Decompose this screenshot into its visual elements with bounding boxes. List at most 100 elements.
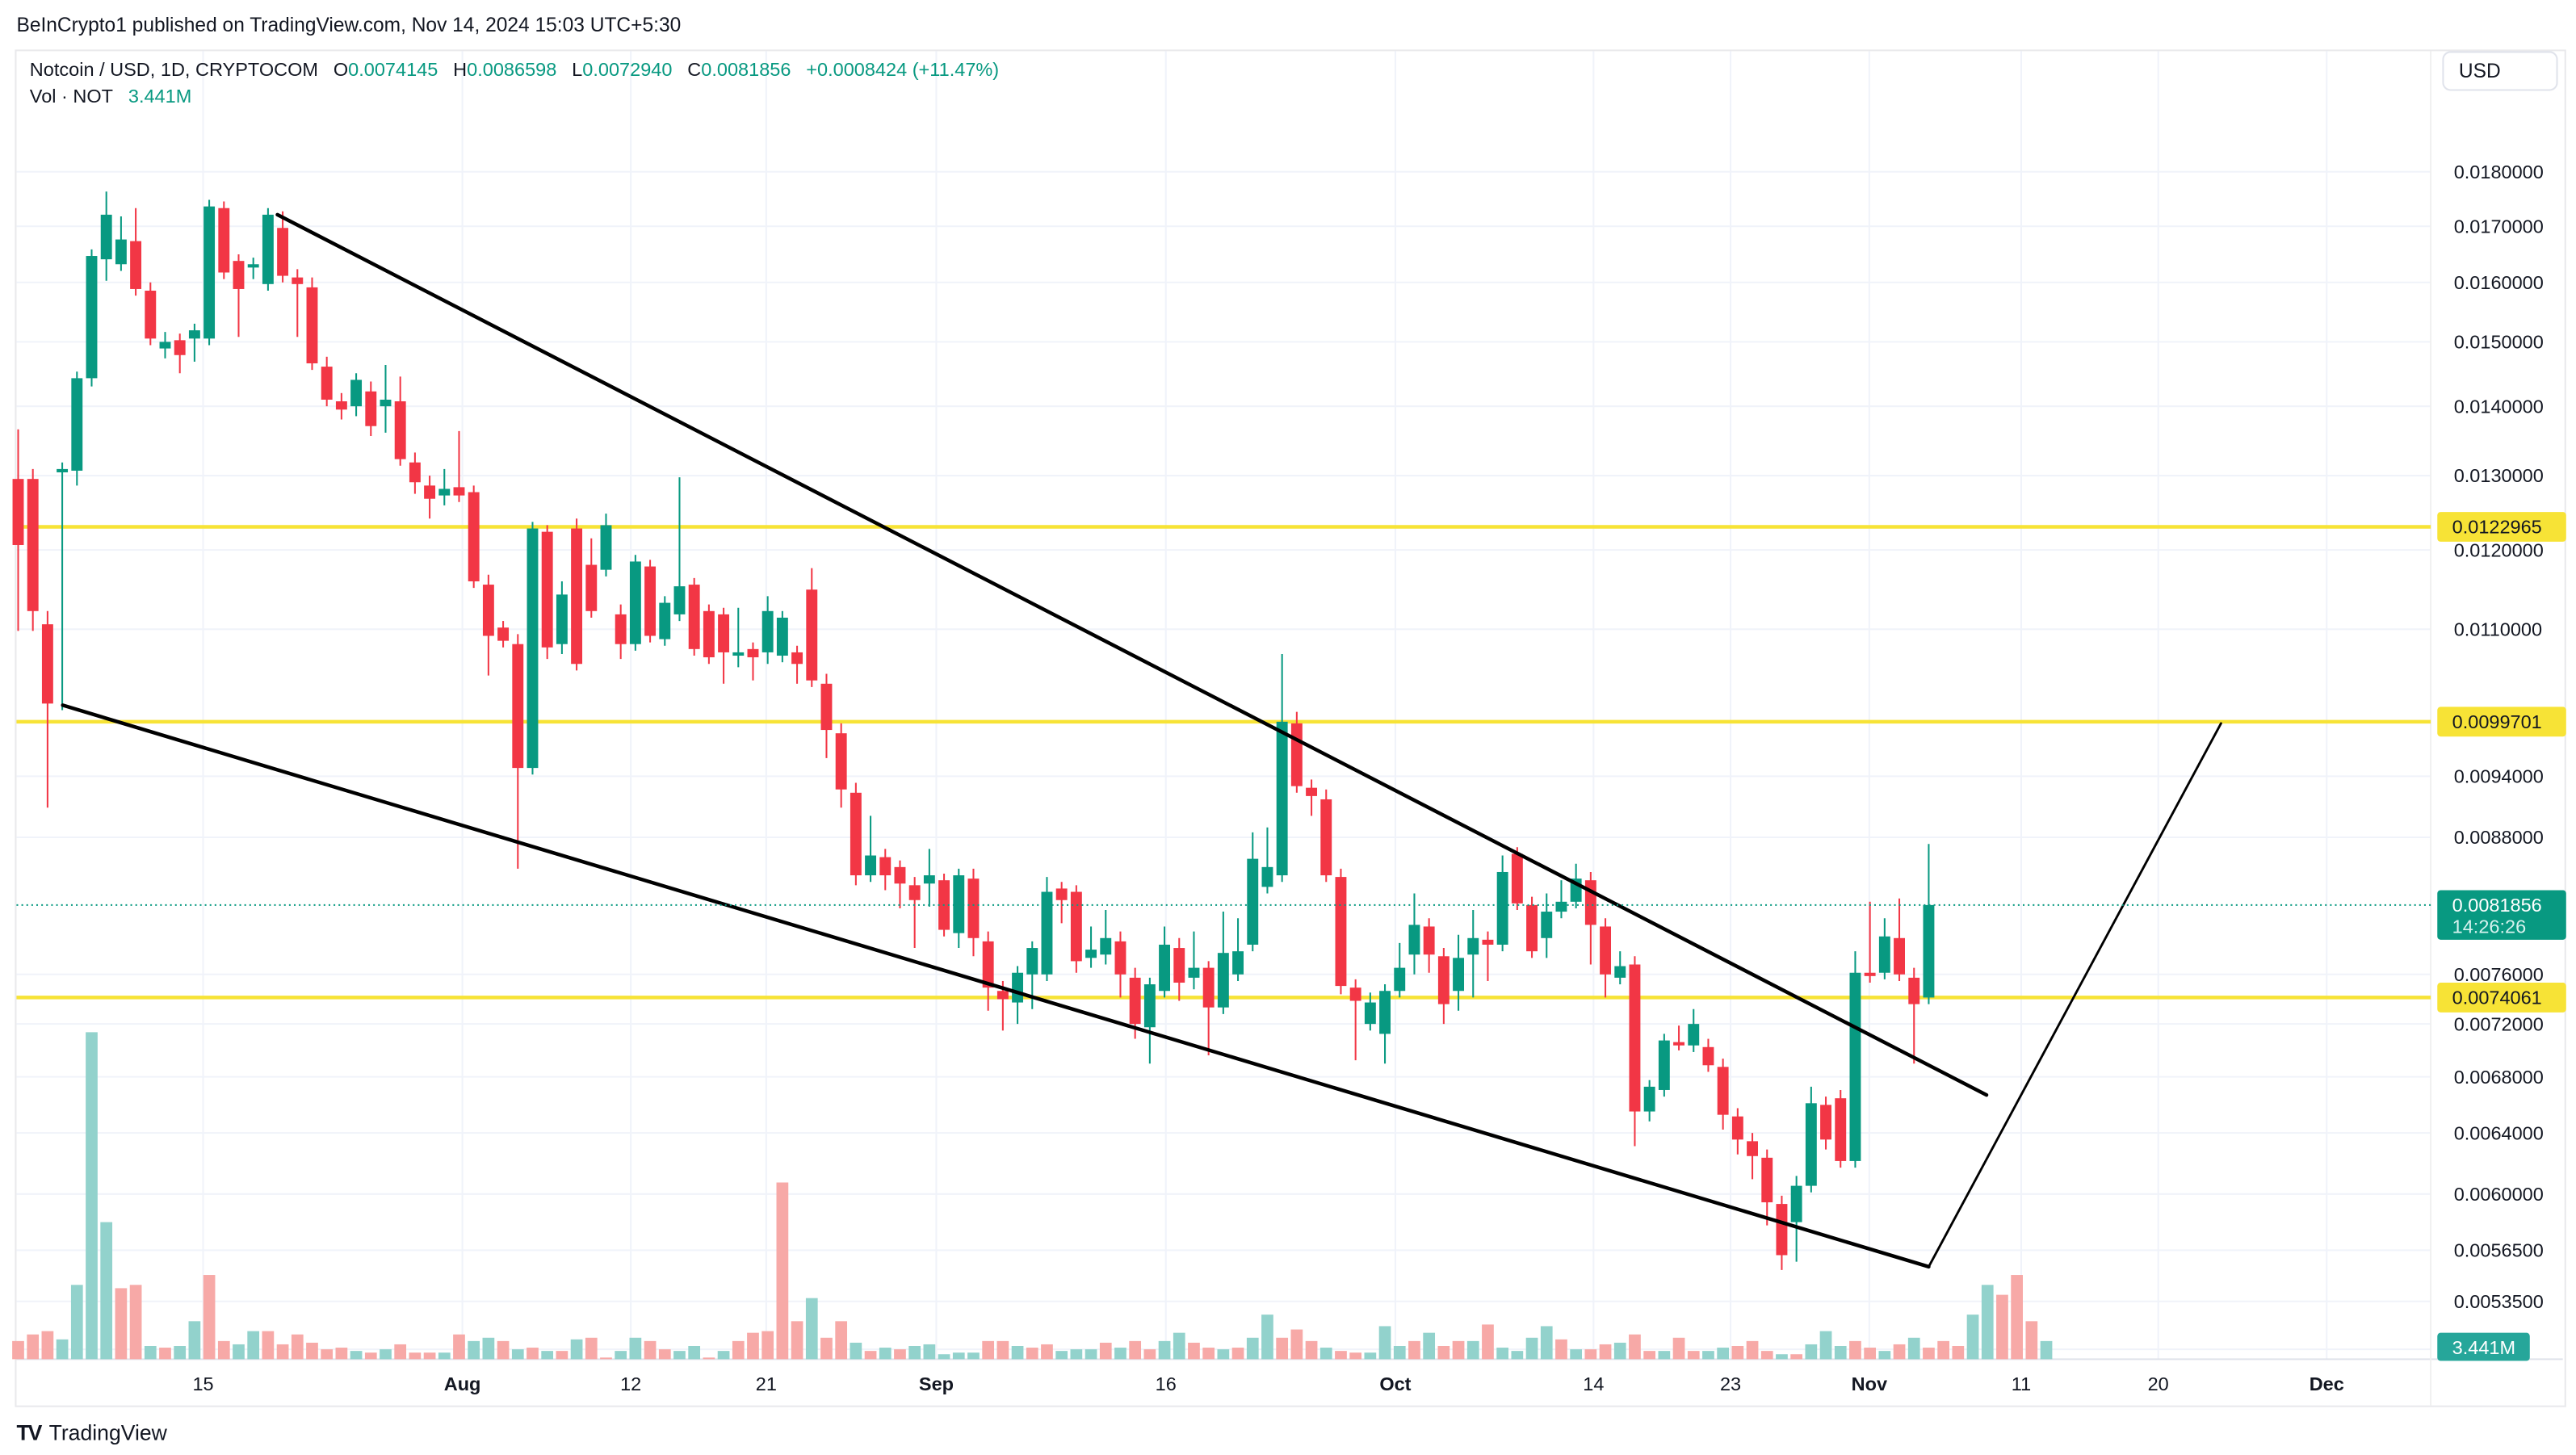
time-axis[interactable]: 15 Aug 12 21 Sep 16 Oct 14 23 Nov 11 20 Dec — [192, 1373, 2343, 1394]
low-value: 0.0072940 — [582, 61, 673, 82]
candle-body — [1820, 1105, 1831, 1140]
candle-body — [1658, 1040, 1670, 1090]
candle-body — [820, 683, 833, 731]
low-label: L — [572, 61, 583, 82]
candle-body — [409, 462, 421, 483]
price-tick-label: 0.0072000 — [2454, 1013, 2544, 1034]
candle-body — [1394, 967, 1406, 992]
last-price-badge — [2437, 890, 2566, 940]
volume-bar — [1496, 1348, 1509, 1360]
volume-bar — [1907, 1337, 1920, 1360]
volume-bar — [1055, 1351, 1068, 1360]
upper-wedge-line — [275, 212, 1989, 1097]
candle-body — [1232, 951, 1244, 975]
price-badges: 0.0122965 0.0099701 0.0074061 0.008185614:2… — [2437, 512, 2566, 1361]
candle-body — [982, 941, 994, 988]
candle-body — [365, 391, 377, 426]
volume-bar — [938, 1354, 950, 1360]
candle-body — [1541, 912, 1553, 938]
volume-bar — [41, 1331, 54, 1360]
candle-body — [835, 733, 847, 790]
volume-bar — [658, 1349, 671, 1360]
candle-body — [1908, 977, 1920, 1004]
volume-bar — [1923, 1348, 1935, 1360]
candle-body — [1923, 904, 1935, 998]
volume-bar — [497, 1340, 510, 1360]
level-price-text: 0.0099701 — [2452, 711, 2542, 732]
volume-bar — [1143, 1349, 1156, 1360]
volume-bar — [1555, 1339, 1567, 1360]
volume-bar — [335, 1348, 348, 1360]
candle-body — [615, 614, 627, 644]
candle-body — [1188, 967, 1200, 978]
volume-bar — [1026, 1348, 1038, 1360]
candle-body — [130, 241, 142, 289]
candle-body — [1717, 1067, 1729, 1115]
volume-bar — [1276, 1337, 1289, 1360]
volume-bar — [1188, 1342, 1200, 1360]
candle-body — [335, 401, 347, 410]
time-tick-label: 20 — [2148, 1373, 2169, 1394]
candle-body — [1805, 1103, 1817, 1186]
volume-bar — [1790, 1354, 1803, 1360]
time-tick-label: Sep — [919, 1373, 954, 1394]
currency-button[interactable]: USD — [2442, 51, 2558, 91]
volume-bar — [1613, 1342, 1626, 1360]
candle-body — [894, 866, 906, 884]
candle-body — [380, 399, 392, 407]
volume-bar — [747, 1332, 759, 1360]
candle-body — [1085, 950, 1097, 958]
candle-body — [761, 610, 774, 652]
candle-body — [644, 566, 657, 636]
volume-label[interactable]: Vol · NOT — [29, 87, 114, 107]
level-price-badge — [2437, 707, 2566, 737]
volume-bar — [996, 1340, 1009, 1360]
volume-bar — [1937, 1340, 1950, 1360]
candle-body — [482, 585, 494, 636]
price-axis[interactable]: 0.0180000 0.0170000 0.0160000 0.0150000 0.01… — [2454, 161, 2544, 1360]
volume-bar — [1202, 1348, 1215, 1360]
candle-body — [1584, 880, 1596, 925]
volume-bar — [70, 1285, 83, 1360]
candle-body — [468, 492, 480, 581]
volume-bar — [1819, 1331, 1832, 1360]
trendlines[interactable] — [61, 212, 2222, 1269]
volume-bar — [291, 1334, 304, 1360]
candle-body — [218, 208, 230, 273]
tradingview-branding[interactable]: TV TradingView — [16, 1420, 166, 1445]
candle-body — [908, 885, 921, 900]
volume-bar — [1658, 1351, 1671, 1360]
candle-body — [1276, 721, 1288, 876]
symbol-name[interactable]: Notcoin / USD, 1D, CRYPTOCOM — [29, 61, 319, 82]
volume-bar — [1849, 1340, 1861, 1360]
volume-bar — [12, 1340, 24, 1360]
volume-bar — [732, 1340, 745, 1360]
volume-badge — [2437, 1332, 2530, 1361]
candle-body — [1849, 972, 1861, 1161]
candle-body — [541, 531, 553, 648]
volume-bar — [923, 1344, 936, 1360]
volume-bar — [1070, 1349, 1083, 1360]
candle-body — [1159, 944, 1171, 992]
volume-bar — [364, 1352, 377, 1360]
price-candles — [12, 191, 1935, 1270]
close-label: C — [687, 61, 702, 82]
candle-body — [585, 564, 598, 611]
candle-body — [1070, 891, 1082, 962]
candle-body — [41, 624, 53, 704]
volume-bar — [1364, 1352, 1377, 1360]
candle-body — [57, 468, 69, 472]
volume-bar — [159, 1348, 171, 1360]
time-tick-label: Nov — [1852, 1373, 1887, 1394]
tradingview-logo-icon: TV — [16, 1420, 42, 1445]
volume-bar — [879, 1348, 892, 1360]
price-tick-label: 0.0140000 — [2454, 396, 2544, 417]
candle-body — [1114, 941, 1126, 975]
candle-body — [1761, 1157, 1773, 1203]
candle-body — [747, 648, 759, 658]
volume-bar — [835, 1321, 848, 1360]
price-tick-label: 0.0110000 — [2454, 618, 2542, 639]
volume-bar — [482, 1337, 495, 1360]
